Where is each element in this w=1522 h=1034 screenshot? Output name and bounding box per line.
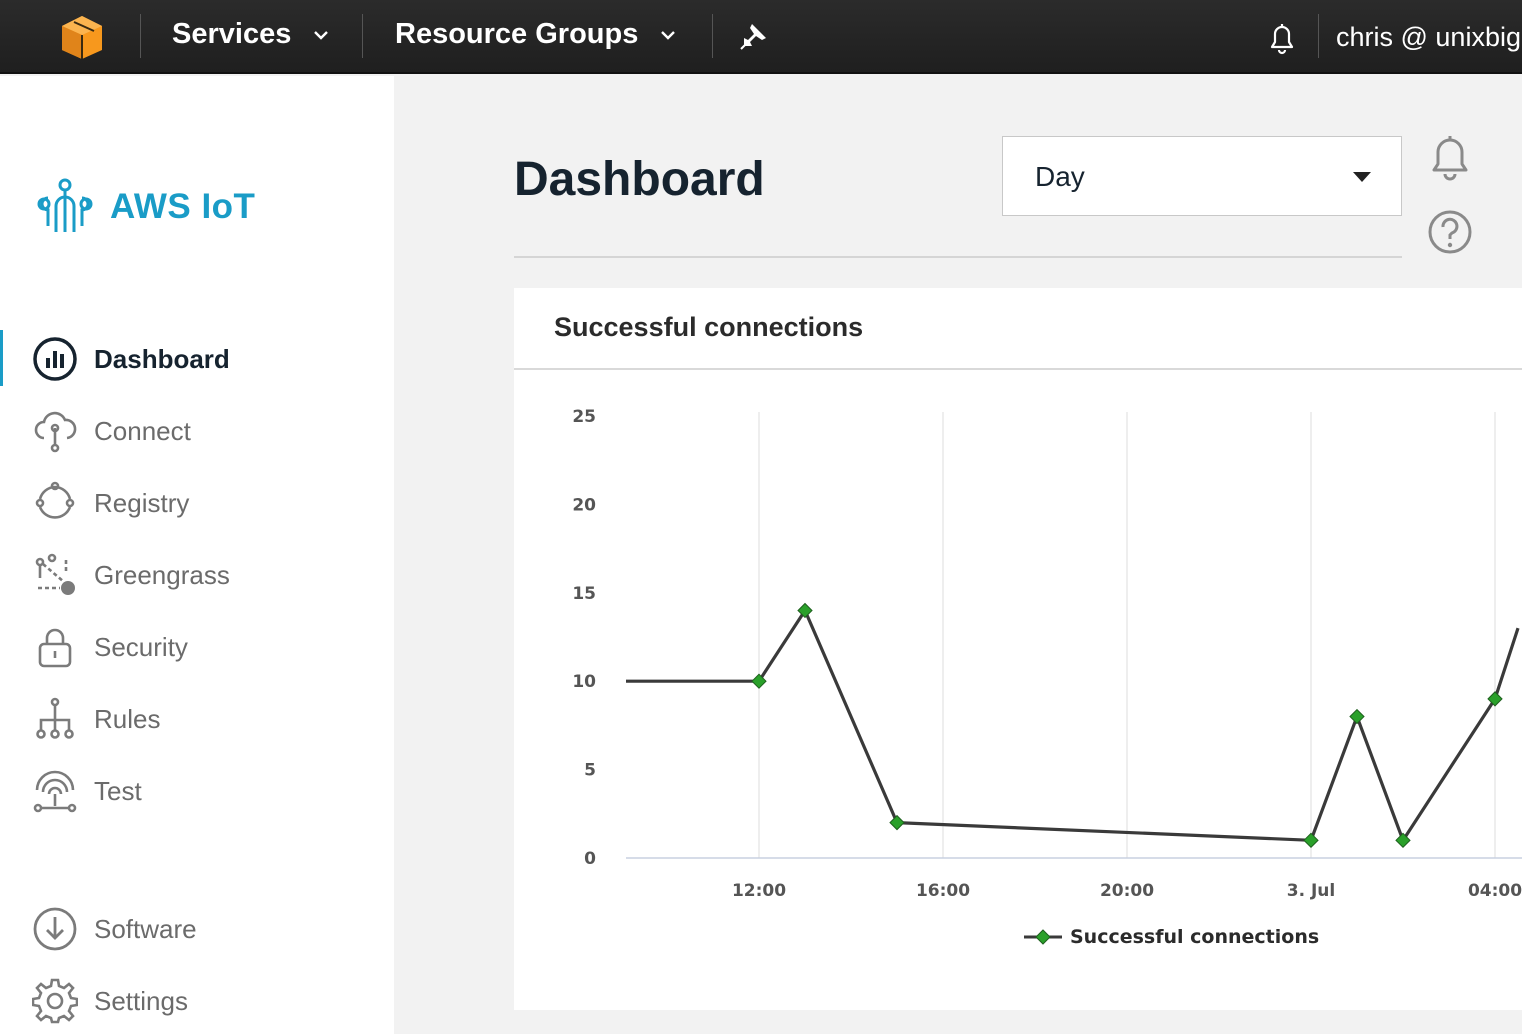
data-point-marker: [1349, 708, 1365, 725]
sidebar-item-connect[interactable]: Connect: [0, 402, 394, 460]
sidebar-item-security[interactable]: Security: [0, 618, 394, 676]
sidebar-item-rules[interactable]: Rules: [0, 690, 394, 748]
sidebar-item-settings[interactable]: Settings: [0, 972, 394, 1030]
y-tick-label: 10: [572, 672, 596, 692]
page-title: Dashboard: [514, 153, 765, 206]
x-tick-label: 16:00: [916, 881, 970, 901]
title-divider: [514, 256, 1402, 258]
x-tick-label: 04:00: [1468, 881, 1522, 901]
sidebar-item-label: Greengrass: [94, 559, 230, 590]
dashboard-icon: [33, 337, 77, 381]
alarm-bell-icon[interactable]: [1424, 132, 1476, 184]
sidebar-item-software[interactable]: Software: [0, 900, 394, 958]
time-range-value: Day: [1035, 161, 1085, 192]
sidebar-item-label: Rules: [94, 703, 161, 734]
sidebar-item-label: Connect: [94, 415, 191, 446]
legend-series-label: Successful connections: [1070, 926, 1320, 948]
nav-divider: [1318, 14, 1319, 58]
antenna-icon: [33, 770, 77, 813]
data-point-marker: [889, 814, 905, 831]
sidebar-item-label: Test: [94, 775, 142, 806]
successful-connections-card: Successful connections 12:00 16:00 20:00 3.…: [514, 288, 1522, 1010]
x-tick-label: 3. Jul: [1287, 881, 1335, 901]
time-range-select[interactable]: Day: [1002, 136, 1402, 216]
data-point-marker: [1395, 832, 1411, 849]
sidebar-item-label: Dashboard: [94, 343, 230, 374]
account-menu[interactable]: chris @ unixbig: [1336, 22, 1521, 52]
resource-groups-menu[interactable]: Resource Groups: [395, 18, 676, 51]
nav-divider: [362, 14, 363, 58]
services-label: Services: [172, 18, 292, 50]
services-menu[interactable]: Services: [172, 18, 329, 51]
data-point-marker: [797, 602, 813, 619]
y-tick-label: 25: [572, 407, 596, 427]
y-tick-label: 20: [572, 495, 596, 515]
lock-icon: [38, 628, 72, 668]
card-divider: [514, 368, 1522, 370]
sidebar-item-test[interactable]: Test: [0, 762, 394, 820]
sidebar-item-label: Software: [94, 913, 197, 944]
cloud-connect-icon: [34, 411, 77, 453]
y-tick-label: 0: [584, 849, 596, 869]
registry-icon: [35, 481, 75, 519]
y-tick-label: 15: [572, 584, 596, 604]
sidebar-item-label: Security: [94, 631, 188, 662]
successful-connections-chart: 12:00 16:00 20:00 3. Jul 04:00 0 5 10 15 20 25: [572, 407, 1522, 901]
aws-iot-logo-icon: [37, 178, 93, 232]
sidebar-item-registry[interactable]: Registry: [0, 474, 394, 532]
series-line: [626, 608, 1520, 842]
sidebar-item-dashboard[interactable]: Dashboard: [0, 330, 394, 388]
x-tick-label: 20:00: [1100, 881, 1154, 901]
caret-down-icon: [1353, 172, 1371, 182]
chevron-down-icon: [314, 30, 329, 40]
greengrass-icon: [35, 553, 75, 595]
pin-icon[interactable]: [740, 22, 768, 50]
nav-divider: [140, 14, 141, 58]
brand-name: AWS IoT: [110, 187, 256, 226]
top-navigation-bar: Services Resource Groups chris @ unixbig: [0, 0, 1522, 74]
data-point-marker: [1487, 691, 1503, 707]
resource-groups-label: Resource Groups: [395, 18, 639, 50]
nav-divider: [712, 14, 713, 58]
data-point-marker: [751, 673, 767, 689]
main-content: Dashboard Day Successful connections 12:…: [394, 76, 1522, 1034]
download-icon: [33, 907, 77, 951]
notifications-bell-icon[interactable]: [1264, 20, 1300, 56]
y-tick-label: 5: [584, 761, 596, 781]
card-title: Successful connections: [554, 312, 864, 342]
sidebar-item-label: Registry: [94, 487, 190, 518]
aws-iot-brand[interactable]: AWS IoT: [34, 176, 255, 238]
x-tick-label: 12:00: [732, 881, 786, 901]
chart-legend-item[interactable]: Successful connections: [1024, 926, 1319, 948]
chevron-down-icon: [661, 30, 676, 40]
sidebar-item-greengrass[interactable]: Greengrass: [0, 546, 394, 604]
gear-icon: [32, 978, 78, 1024]
sidebar-item-label: Settings: [94, 985, 188, 1016]
legend-series-marker: [1024, 929, 1062, 945]
data-point-marker: [1303, 832, 1319, 849]
help-icon[interactable]: [1424, 206, 1476, 258]
aws-cube-logo-icon[interactable]: [58, 14, 106, 60]
sidebar: AWS IoT Dashboard Connect: [0, 76, 394, 1034]
rules-icon: [36, 697, 74, 739]
